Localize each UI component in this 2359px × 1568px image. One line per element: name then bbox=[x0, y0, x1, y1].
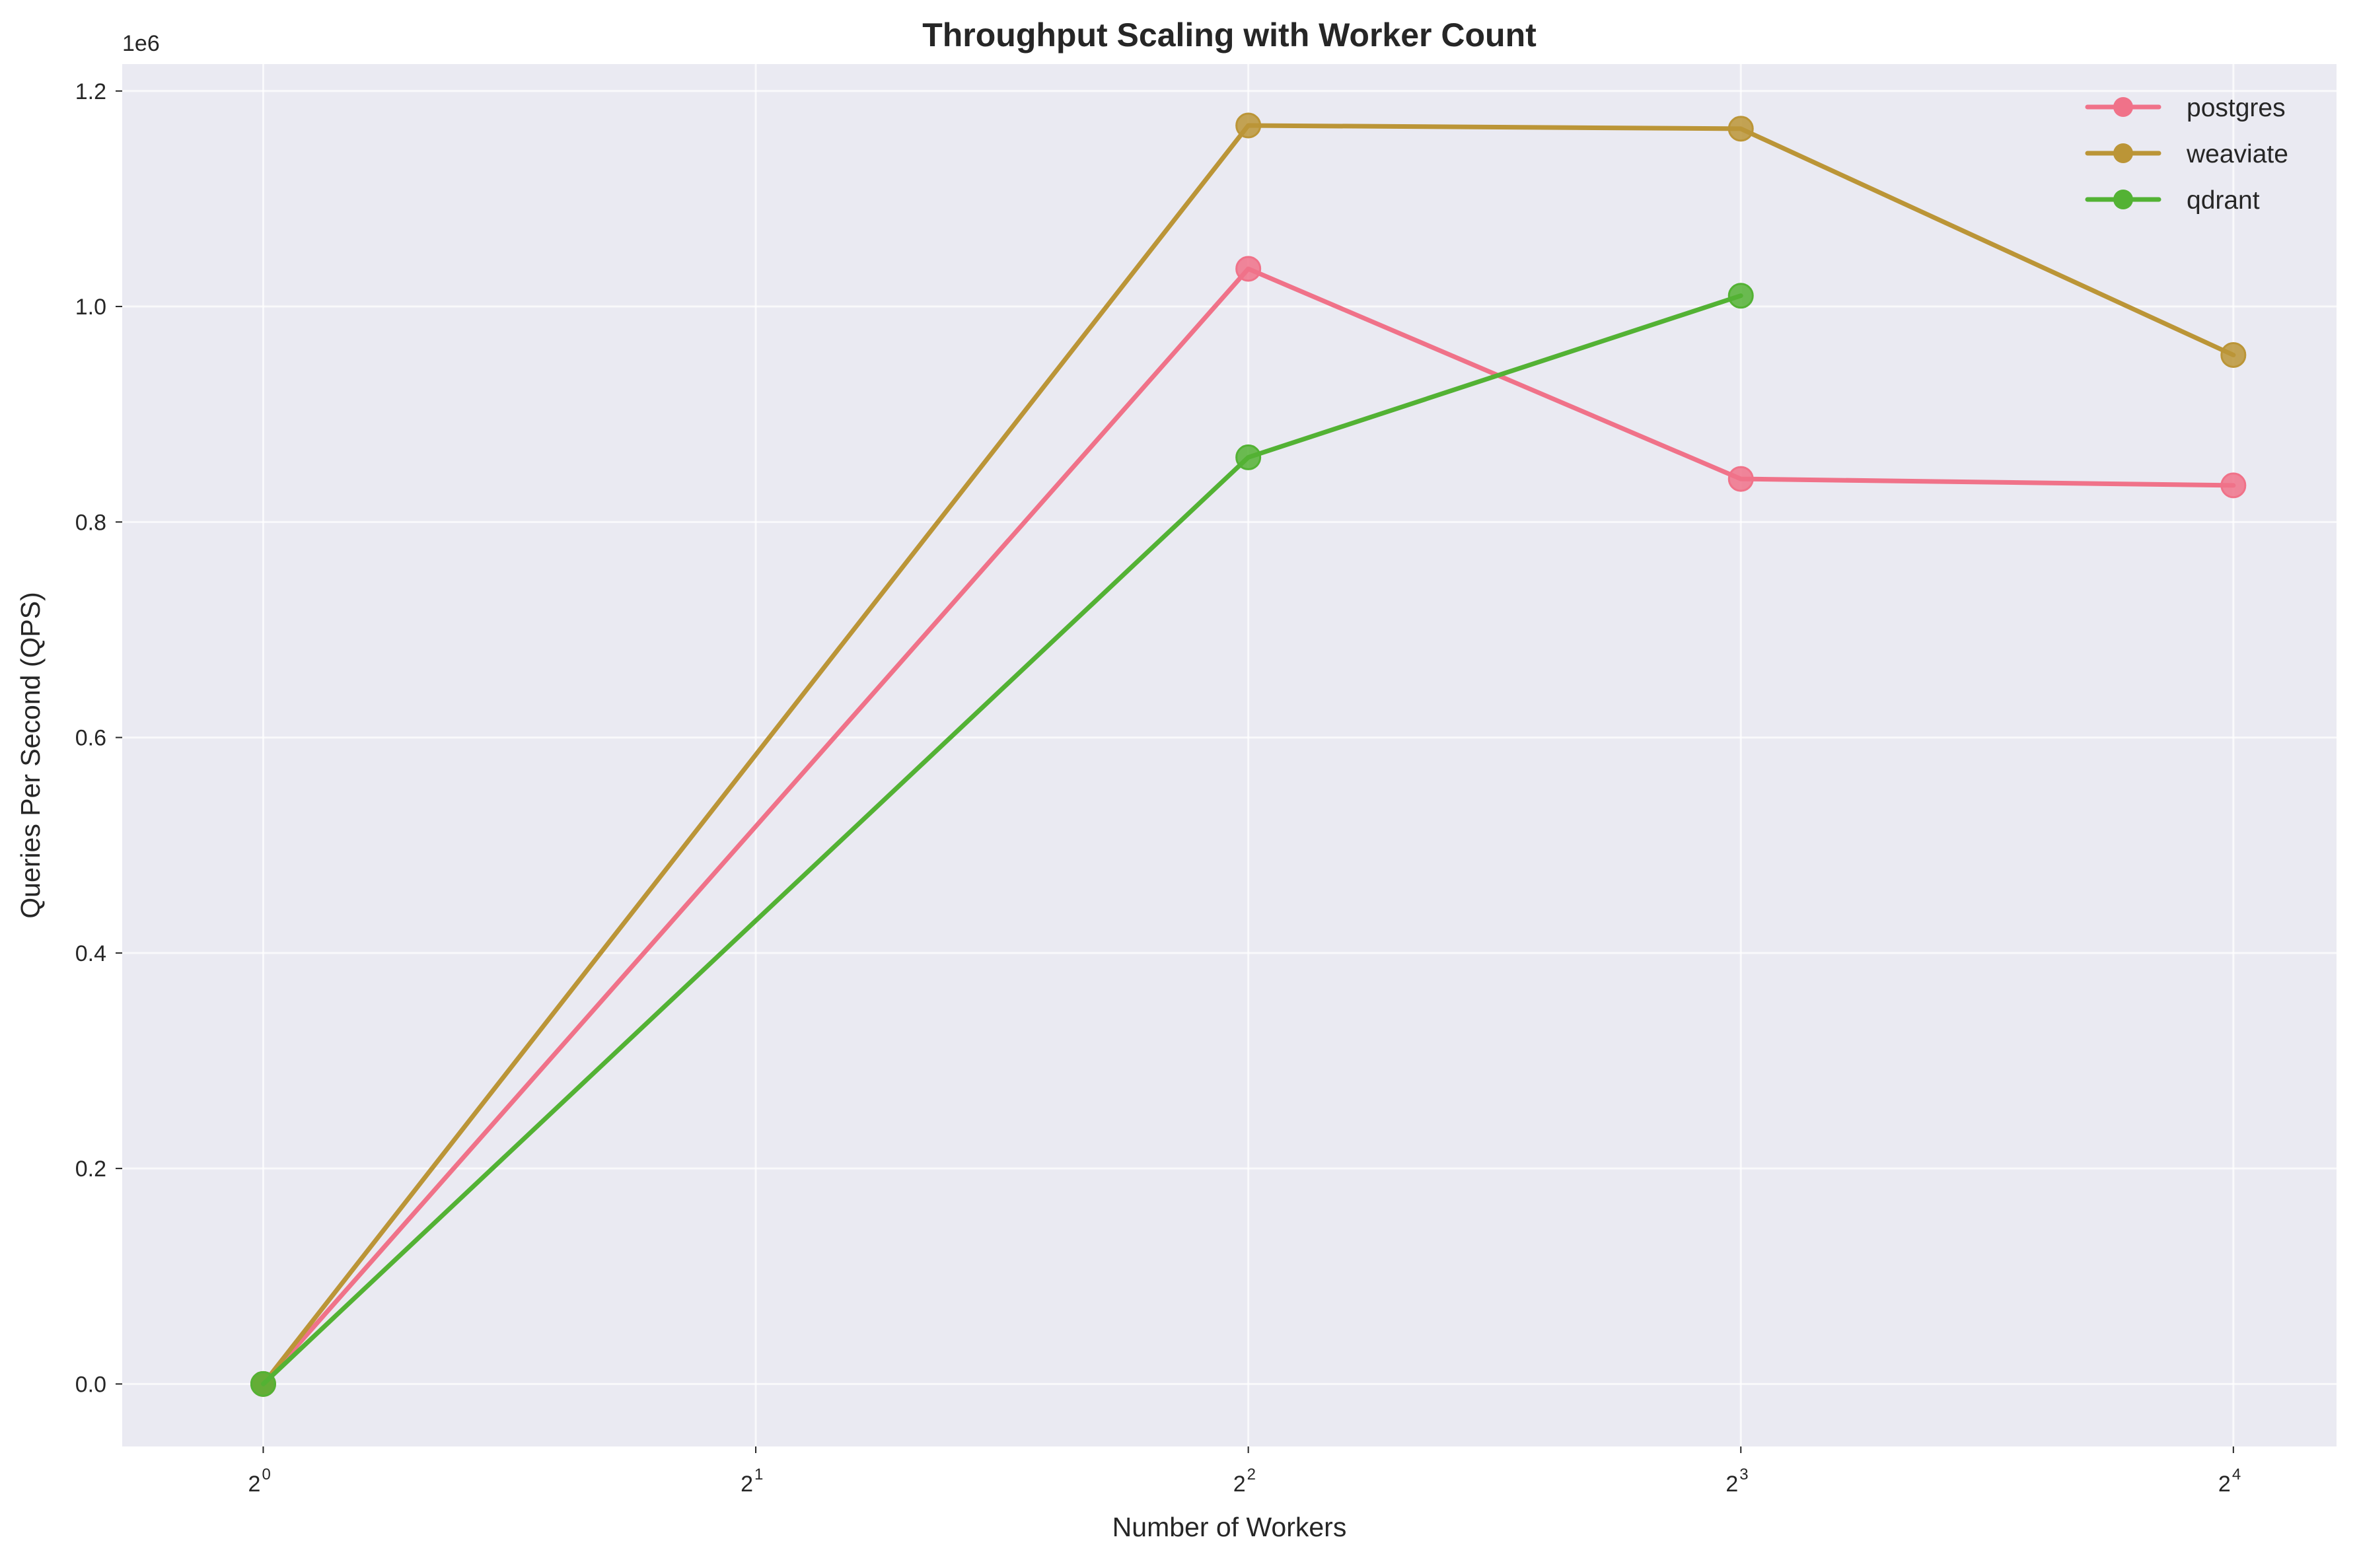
legend-item-qdrant: qdrant bbox=[2085, 186, 2260, 215]
y-tick-label: 1.0 bbox=[75, 295, 106, 320]
series-qdrant bbox=[250, 283, 1754, 1397]
x-tick-label: 2 bbox=[2218, 1472, 2231, 1497]
y-tick-label: 0.4 bbox=[75, 941, 106, 966]
series-line-postgres bbox=[261, 266, 2236, 1386]
data-point-qdrant bbox=[1235, 444, 1262, 470]
x-tick-exponent: 1 bbox=[754, 1466, 763, 1483]
series-line-weaviate bbox=[261, 123, 2236, 1386]
y-tick-label: 0.2 bbox=[75, 1157, 106, 1182]
y-tick-label: 0.0 bbox=[75, 1372, 106, 1397]
x-tick-label: 2 bbox=[1233, 1472, 1246, 1497]
legend-label: postgres bbox=[2187, 94, 2286, 122]
y-tick-label: 0.6 bbox=[75, 726, 106, 751]
y-axis-ticks: 0.0 0.2 0.4 0.6 0.8 1.0 1.2 bbox=[75, 79, 122, 1397]
legend: postgres weaviate qdrant bbox=[2085, 94, 2288, 215]
legend-item-weaviate: weaviate bbox=[2085, 140, 2288, 168]
legend-label: weaviate bbox=[2186, 140, 2288, 168]
data-point-qdrant bbox=[1727, 283, 1754, 309]
x-tick-exponent: 3 bbox=[1739, 1466, 1748, 1483]
x-tick-exponent: 4 bbox=[2232, 1466, 2241, 1483]
data-point-weaviate bbox=[1235, 112, 1262, 139]
x-tick-label: 2 bbox=[741, 1472, 753, 1497]
data-point-qdrant bbox=[250, 1371, 276, 1397]
x-axis-label: Number of Workers bbox=[1112, 1512, 1347, 1542]
data-point-postgres bbox=[1727, 466, 1754, 492]
x-tick-label: 2 bbox=[1725, 1472, 1738, 1497]
y-axis-label: Queries Per Second (QPS) bbox=[15, 592, 46, 918]
y-axis-offset-label: 1e6 bbox=[122, 31, 160, 56]
plot-area bbox=[122, 64, 2337, 1446]
data-point-postgres bbox=[1235, 256, 1262, 282]
legend-marker bbox=[2113, 97, 2133, 117]
data-point-weaviate bbox=[2220, 341, 2247, 368]
legend-marker bbox=[2113, 143, 2133, 163]
legend-label: qdrant bbox=[2187, 186, 2260, 215]
legend-item-postgres: postgres bbox=[2085, 94, 2286, 122]
data-point-weaviate bbox=[1727, 116, 1754, 142]
chart-title: Throughput Scaling with Worker Count bbox=[922, 17, 1537, 53]
data-point-postgres bbox=[2220, 472, 2247, 499]
y-tick-label: 1.2 bbox=[75, 79, 106, 104]
x-tick-exponent: 2 bbox=[1247, 1466, 1256, 1483]
x-tick-label: 2 bbox=[248, 1472, 261, 1497]
legend-marker bbox=[2113, 190, 2133, 209]
x-tick-exponent: 0 bbox=[262, 1466, 270, 1483]
y-tick-label: 0.8 bbox=[75, 510, 106, 535]
series-layer bbox=[250, 112, 2247, 1397]
